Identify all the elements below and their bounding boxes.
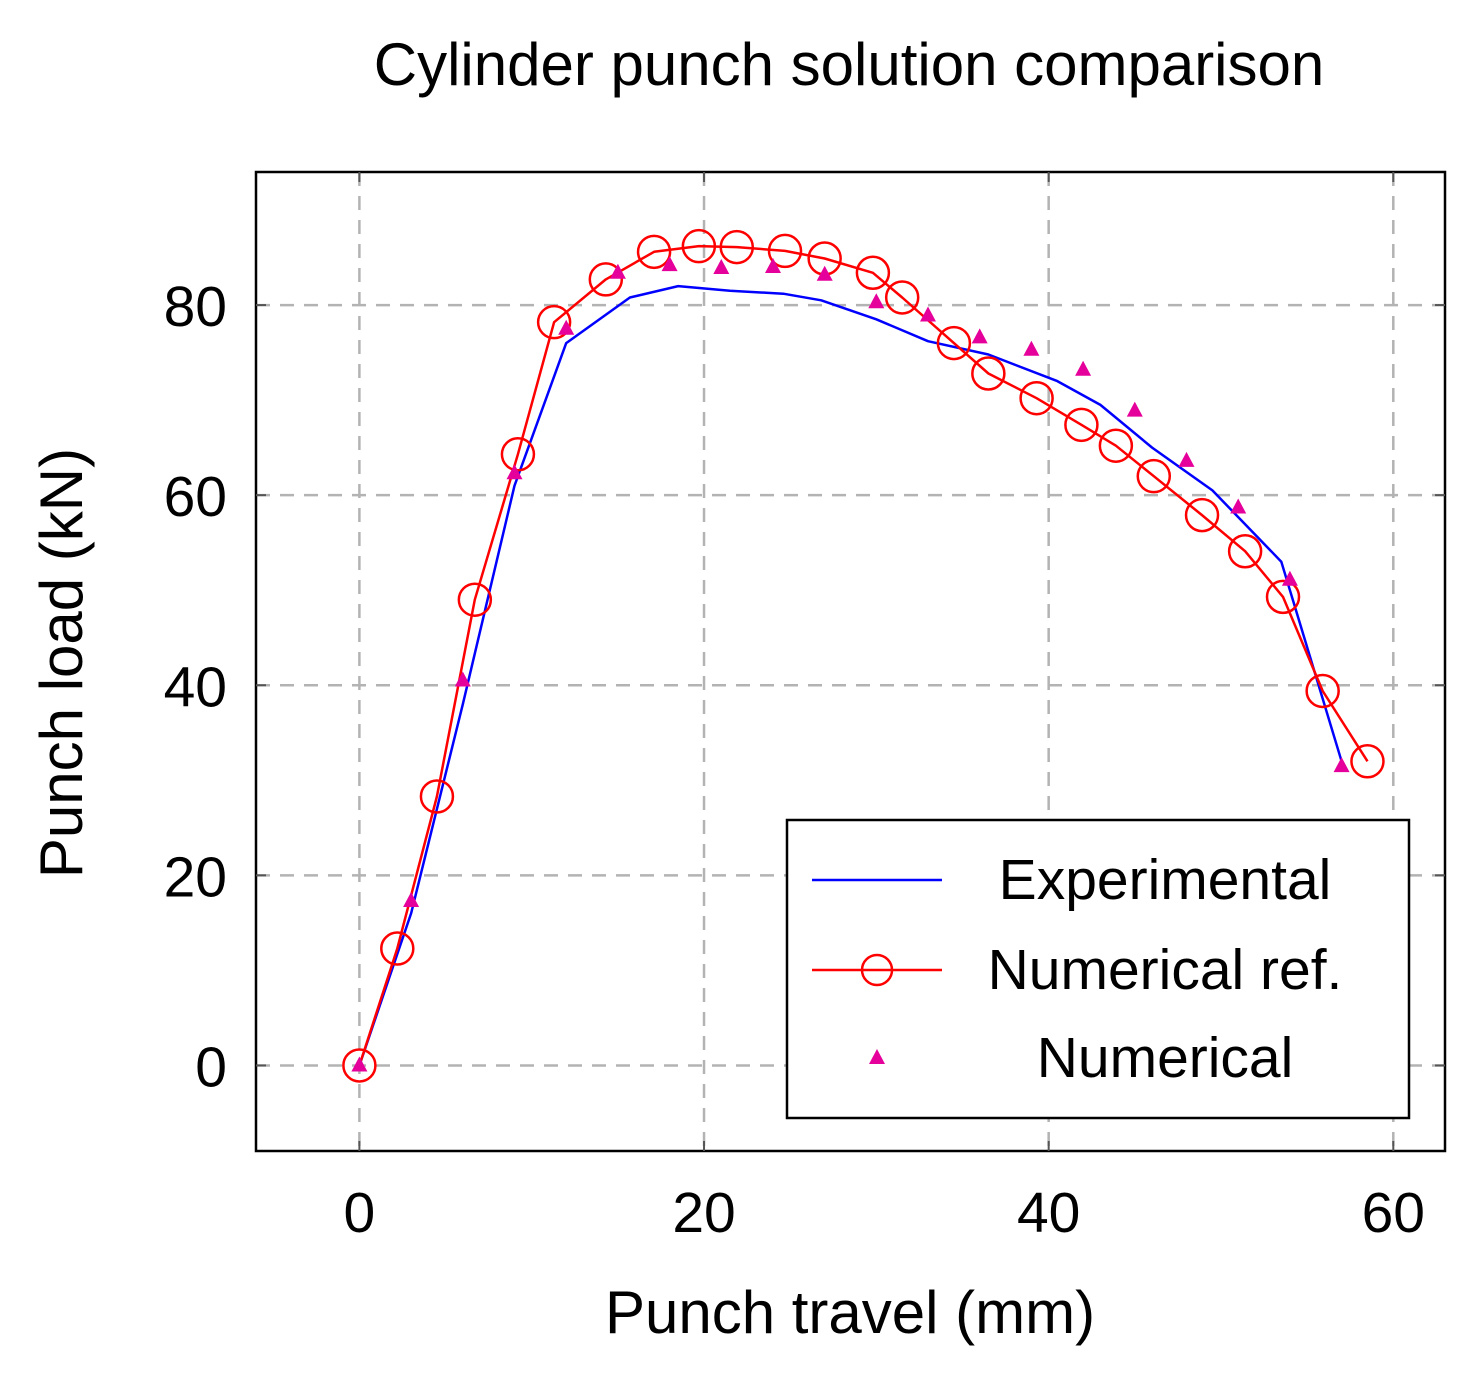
y-tick-label: 0 bbox=[195, 1035, 227, 1099]
legend-marker-numerical bbox=[869, 1049, 885, 1064]
data-point-numerical-ref bbox=[500, 437, 536, 472]
data-point-numerical-ref bbox=[419, 779, 455, 814]
chart-title: Cylinder punch solution comparison bbox=[374, 31, 1325, 98]
data-point-numerical-ref bbox=[1184, 497, 1220, 533]
x-tick-label: 20 bbox=[672, 1181, 735, 1245]
data-point-numerical bbox=[816, 265, 833, 281]
data-point-numerical-ref bbox=[1019, 380, 1054, 416]
data-point-numerical bbox=[558, 319, 575, 335]
data-point-numerical-ref bbox=[719, 229, 755, 265]
data-point-numerical-ref bbox=[1136, 458, 1172, 494]
legend-label-numerical: Numerical bbox=[1037, 1026, 1294, 1090]
data-point-numerical bbox=[506, 464, 523, 480]
y-axis-label: Punch load (kN) bbox=[28, 448, 95, 878]
data-point-numerical-ref bbox=[767, 233, 803, 269]
y-tick-label: 20 bbox=[164, 845, 227, 909]
x-axis-label: Punch travel (mm) bbox=[605, 1279, 1095, 1346]
y-tick-label: 40 bbox=[164, 655, 227, 719]
data-point-numerical-ref bbox=[380, 931, 415, 966]
data-point-numerical bbox=[1178, 451, 1195, 467]
legend-label-numerical-ref: Numerical ref. bbox=[988, 938, 1343, 1002]
data-point-numerical bbox=[1023, 340, 1040, 356]
data-point-numerical bbox=[971, 328, 988, 344]
data-point-numerical bbox=[1126, 401, 1143, 417]
tick-labels: 0 20 40 60 0 20 40 60 80 bbox=[164, 275, 1425, 1245]
plot-frame bbox=[254, 170, 1447, 1153]
data-point-numerical-ref bbox=[936, 325, 972, 361]
data-point-numerical bbox=[920, 306, 936, 322]
data-point-numerical-ref bbox=[588, 262, 624, 297]
data-point-numerical bbox=[868, 293, 885, 309]
legend: Experimental Numerical ref. Numerical bbox=[785, 818, 1411, 1120]
data-point-numerical bbox=[609, 263, 626, 279]
data-point-numerical-ref bbox=[855, 255, 891, 291]
x-tick-label: 0 bbox=[344, 1181, 376, 1245]
data-point-numerical-ref bbox=[636, 234, 672, 270]
data-point-numerical bbox=[403, 892, 420, 907]
x-tick-label: 40 bbox=[1017, 1181, 1080, 1245]
data-point-numerical-ref bbox=[681, 228, 717, 264]
data-point-numerical bbox=[765, 258, 781, 273]
data-point-numerical bbox=[713, 259, 730, 274]
data-point-numerical bbox=[1281, 570, 1298, 586]
tick-marks bbox=[256, 172, 1445, 1151]
data-point-numerical-ref bbox=[342, 1048, 377, 1083]
y-tick-label: 80 bbox=[164, 275, 227, 339]
data-point-numerical bbox=[1333, 757, 1350, 773]
data-point-numerical-ref bbox=[884, 280, 920, 315]
data-point-numerical-ref bbox=[1227, 533, 1263, 569]
data-point-numerical-ref bbox=[1265, 579, 1301, 615]
legend-marker-numerical-ref bbox=[860, 953, 894, 987]
data-point-numerical-ref bbox=[1350, 744, 1385, 779]
data-point-numerical-ref bbox=[971, 356, 1006, 391]
data-point-numerical bbox=[454, 671, 471, 687]
series-line-experimental bbox=[358, 284, 1343, 1066]
legend-label-experimental: Experimental bbox=[999, 848, 1332, 912]
data-point-numerical-ref bbox=[457, 582, 493, 617]
data-point-numerical bbox=[1075, 360, 1092, 376]
data-point-numerical-ref bbox=[1098, 428, 1134, 463]
data-point-numerical bbox=[351, 1056, 368, 1072]
series-group bbox=[342, 228, 1385, 1083]
data-point-numerical-ref bbox=[1064, 407, 1099, 443]
x-tick-label: 60 bbox=[1362, 1181, 1425, 1245]
series-line-numerical-ref bbox=[358, 244, 1369, 1066]
data-point-numerical bbox=[661, 256, 678, 272]
data-point-numerical-ref bbox=[1305, 673, 1340, 709]
y-tick-label: 60 bbox=[164, 465, 227, 529]
data-point-numerical-ref bbox=[536, 304, 572, 340]
data-point-numerical bbox=[1230, 498, 1247, 514]
